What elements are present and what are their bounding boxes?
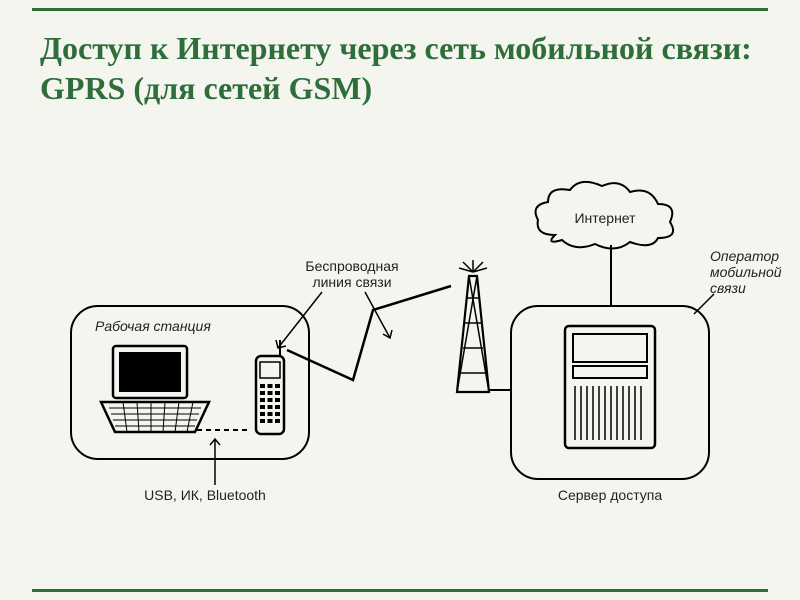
page-title: Доступ к Интернету через сеть мобильной …	[40, 28, 760, 108]
usb-pointer	[200, 435, 230, 490]
server-label: Сервер доступа	[555, 487, 665, 503]
server-to-cloud-line	[606, 245, 616, 307]
cell-tower-icon	[445, 258, 501, 398]
operator-label: Оператор мобильной связи	[710, 248, 800, 296]
workstation-label: Рабочая станция	[95, 318, 211, 334]
internet-label: Интернет	[570, 210, 640, 226]
accent-border-bottom	[32, 589, 768, 592]
network-diagram: Интернет Оператор мобильной связи Беспро…	[40, 190, 760, 560]
server-icon	[555, 320, 665, 455]
accent-border-top	[32, 8, 768, 11]
tower-to-server-line	[488, 385, 518, 395]
operator-pointer	[690, 290, 720, 320]
wireless-zigzag	[283, 280, 463, 390]
